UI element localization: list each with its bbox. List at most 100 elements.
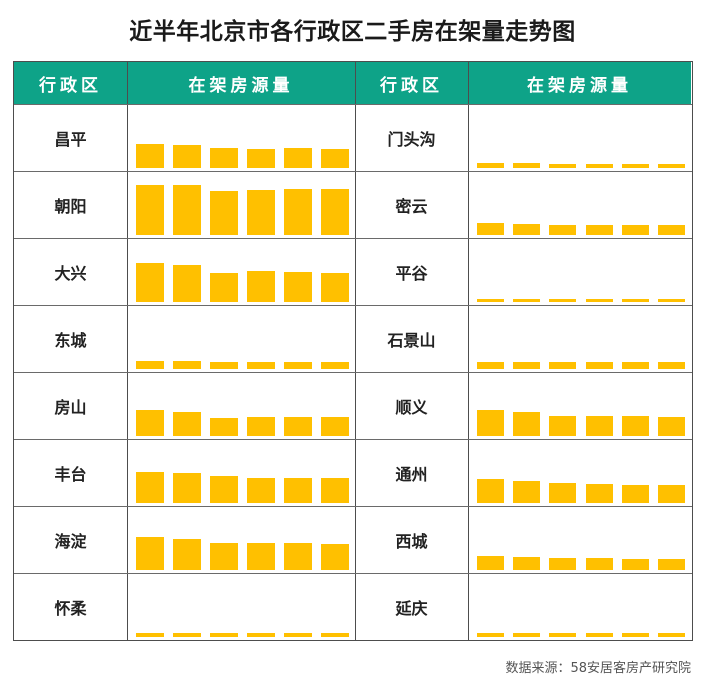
- bar-怀柔-6: [321, 633, 349, 637]
- bar-昌平-5: [284, 148, 312, 168]
- bar-大兴-4: [247, 271, 275, 302]
- district-name: 东城: [54, 330, 87, 350]
- district-name: 通州: [395, 464, 428, 484]
- bar-西城-2: [513, 557, 541, 570]
- district-name: 丰台: [54, 464, 87, 484]
- district-name: 延庆: [395, 598, 428, 618]
- bar-顺义-5: [621, 416, 649, 436]
- district-name: 石景山: [387, 330, 436, 350]
- bar-密云-4: [585, 225, 613, 235]
- bar-平谷-4: [585, 299, 613, 302]
- bar-大兴-2: [173, 265, 201, 302]
- bar-西城-4: [585, 558, 613, 570]
- bar-怀柔-2: [173, 633, 201, 637]
- district-name: 门头沟: [387, 129, 436, 149]
- row-divider-1: [14, 171, 692, 172]
- row-divider-7: [14, 573, 692, 574]
- bar-海淀-1: [136, 537, 164, 570]
- bar-朝阳-1: [136, 185, 164, 235]
- bar-门头沟-4: [585, 164, 613, 168]
- bar-密云-6: [657, 225, 685, 235]
- bar-平谷-5: [621, 299, 649, 302]
- district-name: 平谷: [395, 263, 428, 283]
- header-district-left: 行政区: [14, 62, 127, 104]
- bar-石景山-2: [513, 362, 541, 369]
- district-name: 房山: [54, 397, 87, 417]
- bar-密云-3: [549, 225, 577, 235]
- bar-昌平-6: [321, 149, 349, 168]
- bar-通州-6: [657, 485, 685, 503]
- bar-通州-3: [549, 483, 577, 503]
- bar-丰台-5: [284, 478, 312, 503]
- bar-东城-1: [136, 361, 164, 369]
- bar-房山-2: [173, 412, 201, 436]
- district-name: 大兴: [54, 263, 87, 283]
- row-divider-0: [14, 104, 692, 105]
- bar-西城-6: [657, 559, 685, 570]
- bar-延庆-2: [513, 633, 541, 637]
- district-name: 朝阳: [54, 196, 87, 216]
- bar-朝阳-4: [247, 190, 275, 235]
- bar-东城-4: [247, 362, 275, 369]
- bar-朝阳-5: [284, 189, 312, 235]
- column-divider-1: [355, 62, 356, 640]
- bar-大兴-1: [136, 263, 164, 302]
- bar-门头沟-1: [477, 163, 505, 168]
- district-name: 密云: [395, 196, 428, 216]
- data-source: 数据来源：58安居客房产研究院: [505, 661, 691, 676]
- row-divider-2: [14, 238, 692, 239]
- bar-大兴-3: [210, 273, 238, 302]
- bar-海淀-4: [247, 543, 275, 570]
- bar-怀柔-5: [284, 633, 312, 637]
- bar-延庆-4: [585, 633, 613, 637]
- bar-平谷-1: [477, 299, 505, 302]
- bar-大兴-5: [284, 272, 312, 302]
- bar-怀柔-4: [247, 633, 275, 637]
- bar-通州-2: [513, 481, 541, 503]
- bar-丰台-6: [321, 478, 349, 503]
- district-name: 怀柔: [54, 598, 87, 618]
- bar-顺义-4: [585, 416, 613, 436]
- bar-通州-4: [585, 484, 613, 503]
- bar-房山-4: [247, 417, 275, 436]
- bar-西城-1: [477, 556, 505, 570]
- bar-东城-2: [173, 361, 201, 369]
- bar-顺义-1: [477, 410, 505, 436]
- bar-东城-6: [321, 362, 349, 369]
- bar-通州-1: [477, 479, 505, 503]
- bar-朝阳-6: [321, 189, 349, 235]
- bar-石景山-5: [621, 362, 649, 369]
- district-name: 顺义: [395, 397, 428, 417]
- bar-海淀-6: [321, 544, 349, 570]
- bar-顺义-2: [513, 412, 541, 436]
- bar-丰台-3: [210, 476, 238, 503]
- bar-延庆-6: [657, 633, 685, 637]
- bar-昌平-3: [210, 148, 238, 168]
- bar-密云-5: [621, 225, 649, 235]
- bar-海淀-3: [210, 543, 238, 570]
- bar-怀柔-3: [210, 633, 238, 637]
- row-divider-6: [14, 506, 692, 507]
- bar-石景山-4: [585, 362, 613, 369]
- row-divider-4: [14, 372, 692, 373]
- bar-密云-1: [477, 223, 505, 235]
- bar-门头沟-6: [657, 164, 685, 168]
- header-district-right: 行政区: [355, 62, 468, 104]
- column-divider-2: [468, 62, 469, 640]
- bar-延庆-5: [621, 633, 649, 637]
- bar-昌平-4: [247, 149, 275, 168]
- bar-丰台-1: [136, 472, 164, 503]
- bar-平谷-6: [657, 299, 685, 302]
- bar-延庆-3: [549, 633, 577, 637]
- bar-延庆-1: [477, 633, 505, 637]
- bar-密云-2: [513, 224, 541, 235]
- bar-大兴-6: [321, 273, 349, 302]
- bar-昌平-1: [136, 144, 164, 168]
- chart-title: 近半年北京市各行政区二手房在架量走势图: [129, 19, 576, 45]
- bar-丰台-2: [173, 473, 201, 503]
- bar-门头沟-3: [549, 164, 577, 168]
- district-table: 行政区 在架房源量 行政区 在架房源量 昌平 朝阳 大兴 东城 房山 丰台 海淀 怀柔 门头沟密…: [13, 61, 693, 641]
- bar-石景山-3: [549, 362, 577, 369]
- bar-海淀-2: [173, 539, 201, 570]
- bar-门头沟-5: [621, 164, 649, 168]
